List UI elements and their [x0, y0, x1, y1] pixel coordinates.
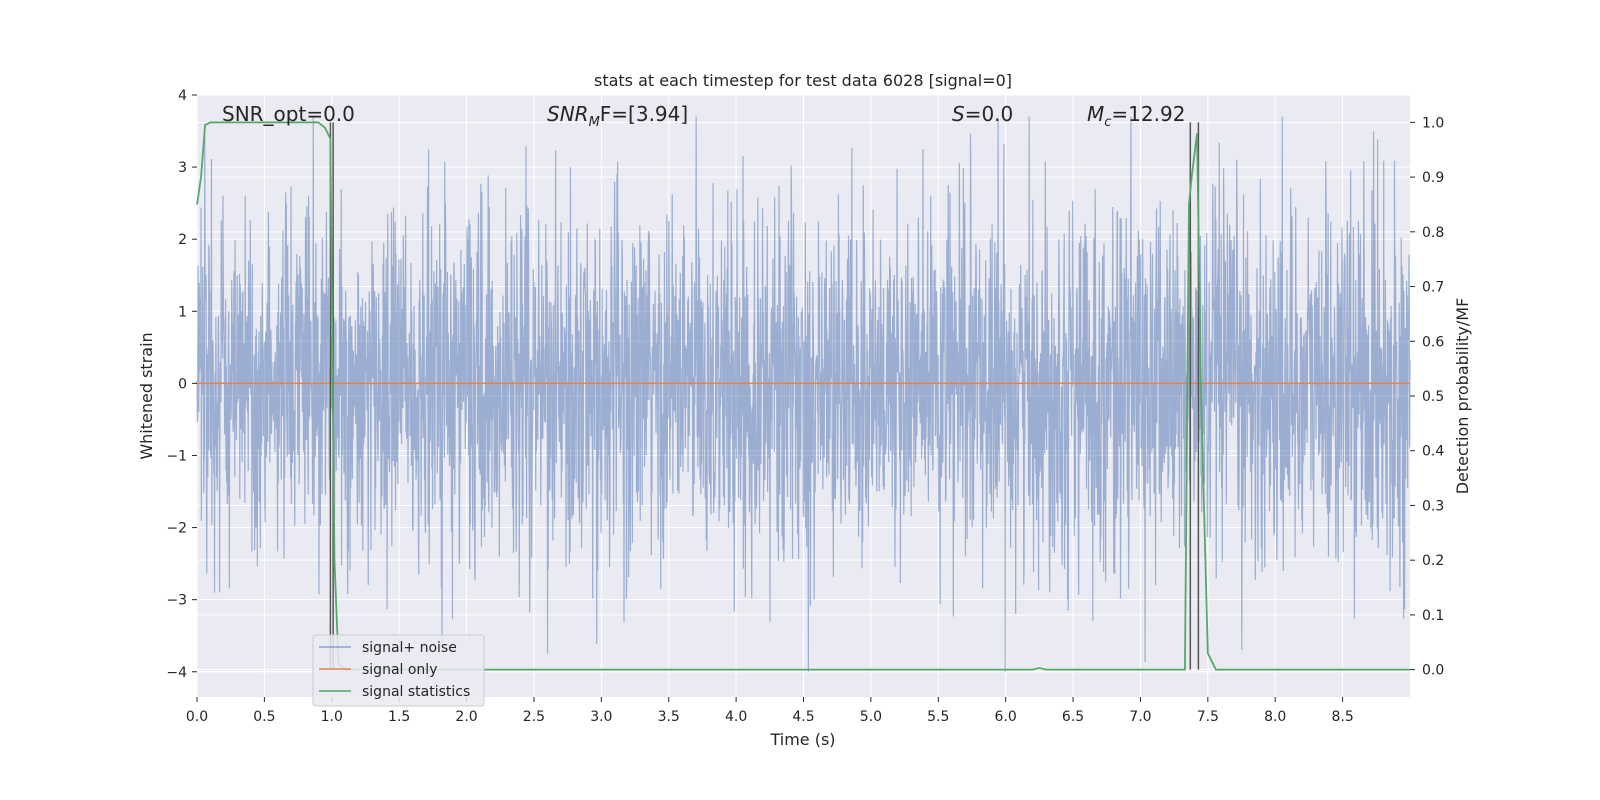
x-tick-label: 6.5 [1062, 709, 1084, 725]
x-tick-label: 2.0 [455, 709, 477, 725]
x-tick-label: 6.0 [995, 709, 1017, 725]
signal-statistics-line [196, 121, 1410, 671]
y2-tick-label: 0.0 [1422, 663, 1444, 679]
annotation-s-symbol: S [952, 102, 965, 126]
y-tick-label: 2 [178, 232, 187, 248]
y-tick-label: −3 [166, 593, 187, 609]
annotation-snr-mf-subscript: M [589, 115, 600, 130]
y-tick-label: −1 [166, 448, 187, 464]
annotation-snr-mf-symbol: SNR [547, 102, 589, 126]
legend-label-signal-statistics: signal statistics [362, 684, 470, 700]
annotation-mc: Mc=12.92 [1087, 102, 1185, 130]
annotation-snr-mf-value: F=[3.94] [600, 102, 688, 126]
x-tick-label: 5.5 [927, 709, 949, 725]
y2-tick-label: 0.3 [1422, 498, 1444, 514]
noise-line [196, 116, 1411, 672]
x-tick-label: 0.5 [253, 709, 275, 725]
x-axis-ticks: 0.0 0.5 1.0 1.5 2.0 2.5 3.0 3.5 4.0 4.5 5.0 5.5 6.0 6… [186, 697, 1354, 725]
series-signal-statistics [196, 121, 1410, 671]
x-tick-label: 1.5 [388, 709, 410, 725]
x-tick-label: 1.0 [321, 709, 343, 725]
x-tick-label: 2.5 [523, 709, 545, 725]
annotation-mc-value: =12.92 [1111, 102, 1185, 126]
chart-title: stats at each timestep for test data 602… [594, 71, 1012, 90]
y2-tick-label: 0.5 [1422, 389, 1444, 405]
x-tick-label: 3.0 [590, 709, 612, 725]
x-tick-label: 4.0 [725, 709, 747, 725]
y-tick-label: 4 [178, 88, 187, 104]
annotation-s-value: =0.0 [965, 102, 1014, 126]
legend-label-signal-noise: signal+ noise [362, 640, 457, 656]
x-tick-label: 7.5 [1197, 709, 1219, 725]
y-tick-label: 1 [178, 304, 187, 320]
y2-tick-label: 0.2 [1422, 553, 1444, 569]
y2-tick-label: 0.4 [1422, 444, 1444, 460]
legend-box [312, 634, 485, 707]
series-signal-noise [196, 116, 1411, 672]
y-tick-label: −4 [166, 665, 187, 681]
annotation-mc-subscript: c [1104, 115, 1111, 130]
legend-label-signal-only: signal only [362, 662, 437, 678]
y-axis-label: Whitened strain [137, 332, 156, 459]
annotation-s: S=0.0 [952, 102, 1013, 126]
y2-tick-label: 0.7 [1422, 280, 1444, 296]
y-axis-ticks: 4 3 2 1 0 −1 −2 −3 −4 [166, 88, 197, 681]
x-tick-label: 7.0 [1129, 709, 1151, 725]
y2-tick-label: 0.9 [1422, 170, 1444, 186]
legend: signal+ noise signal only signal statist… [312, 634, 485, 707]
y2-tick-label: 0.1 [1422, 608, 1444, 624]
y2-tick-label: 1.0 [1422, 115, 1444, 131]
annotation-snr-mf: SNRMF=[3.94] [547, 102, 688, 130]
x-tick-label: 8.5 [1331, 709, 1353, 725]
x-tick-label: 4.5 [792, 709, 814, 725]
y2-tick-label: 0.6 [1422, 334, 1444, 350]
y2-axis-label: Detection probability/MF [1453, 298, 1472, 495]
x-tick-label: 3.5 [658, 709, 680, 725]
y2-tick-label: 0.8 [1422, 225, 1444, 241]
x-tick-label: 5.0 [860, 709, 882, 725]
y-tick-label: 0 [178, 376, 187, 392]
x-tick-label: 0.0 [186, 709, 208, 725]
annotation-mc-symbol: M [1087, 102, 1104, 126]
x-tick-label: 8.0 [1264, 709, 1286, 725]
x-axis-label: Time (s) [769, 730, 835, 749]
y-tick-label: 3 [178, 160, 187, 176]
y-tick-label: −2 [166, 521, 187, 537]
annotation-snr-opt: SNR_opt=0.0 [222, 102, 355, 126]
y2-axis-ticks: 1.0 0.9 0.8 0.7 0.6 0.5 0.4 0.3 0.2 0.1 0.0 [1410, 115, 1444, 679]
